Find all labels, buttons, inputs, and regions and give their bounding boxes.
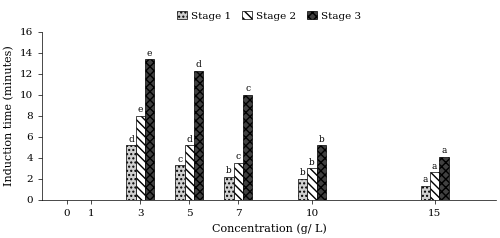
Text: a: a xyxy=(441,146,446,155)
Text: b: b xyxy=(318,135,324,144)
Bar xyxy=(194,71,203,200)
Text: c: c xyxy=(178,154,182,164)
Bar xyxy=(184,145,194,200)
Text: b: b xyxy=(309,158,315,167)
X-axis label: Concentration (g/ L): Concentration (g/ L) xyxy=(212,223,326,234)
Text: d: d xyxy=(128,135,134,144)
Text: e: e xyxy=(147,49,152,58)
Bar xyxy=(136,116,145,200)
Bar xyxy=(243,95,252,200)
Bar xyxy=(308,168,316,200)
Bar xyxy=(439,157,448,200)
Y-axis label: Induction time (minutes): Induction time (minutes) xyxy=(4,45,14,186)
Text: b: b xyxy=(300,168,306,177)
Text: d: d xyxy=(196,60,202,69)
Bar xyxy=(430,172,439,200)
Bar xyxy=(145,59,154,200)
Bar xyxy=(234,163,243,200)
Bar xyxy=(420,186,430,200)
Text: d: d xyxy=(186,135,192,144)
Legend: Stage 1, Stage 2, Stage 3: Stage 1, Stage 2, Stage 3 xyxy=(172,7,366,25)
Text: e: e xyxy=(138,105,143,114)
Text: a: a xyxy=(422,175,428,184)
Text: c: c xyxy=(236,152,241,161)
Bar xyxy=(126,145,136,200)
Bar xyxy=(298,179,308,200)
Bar xyxy=(224,177,234,200)
Text: b: b xyxy=(226,166,232,175)
Bar xyxy=(316,145,326,200)
Bar xyxy=(176,165,184,200)
Text: a: a xyxy=(432,162,437,171)
Text: c: c xyxy=(245,84,250,93)
